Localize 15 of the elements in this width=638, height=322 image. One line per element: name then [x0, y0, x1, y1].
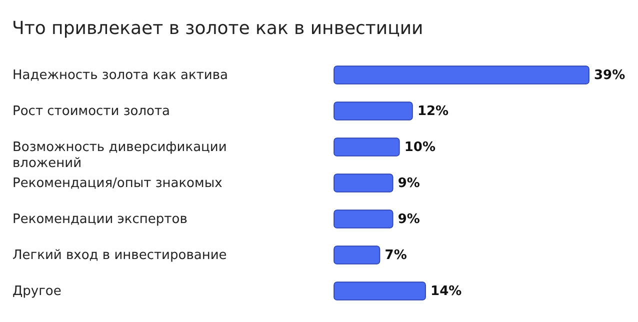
- y-tick-label: Рекомендация/опыт знакомых: [12, 176, 223, 191]
- data-label: 7%: [384, 248, 407, 263]
- data-label: 9%: [398, 212, 420, 227]
- y-tick-label: Другое: [12, 284, 62, 299]
- chart-title: Что привлекает в золоте как в инвестиции: [12, 18, 424, 39]
- data-label: 39%: [594, 68, 626, 83]
- data-label: 10%: [404, 140, 436, 155]
- data-label: 9%: [398, 176, 420, 191]
- data-label: 12%: [417, 104, 449, 119]
- data-label: 14%: [430, 284, 462, 299]
- y-tick-label: Возможность диверсификации вложений: [12, 140, 227, 171]
- y-tick-label: Рост стоимости золота: [12, 104, 170, 119]
- y-tick-label: Легкий вход в инвестирование: [12, 248, 227, 263]
- y-tick-label: Рекомендации экспертов: [12, 212, 188, 227]
- y-tick-label: Надежность золота как актива: [12, 68, 228, 83]
